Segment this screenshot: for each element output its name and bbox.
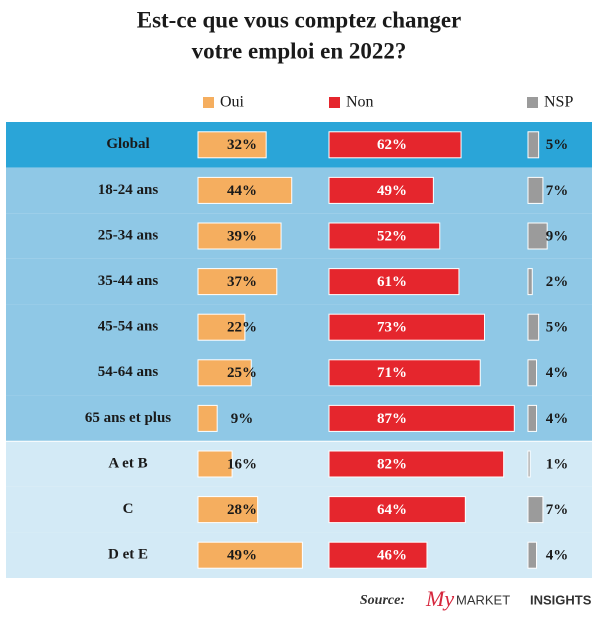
bar — [197, 176, 293, 204]
brand-logo: INSIGHTS — [530, 592, 592, 607]
row-band — [6, 350, 592, 396]
bar — [527, 541, 538, 569]
bar — [527, 313, 540, 341]
value-label: 62% — [377, 137, 407, 153]
value-label: 25% — [227, 365, 257, 381]
bar — [527, 131, 540, 159]
row-band — [6, 258, 592, 305]
value-label: 22% — [227, 320, 257, 336]
bar — [328, 131, 462, 159]
bar — [197, 450, 233, 478]
bar — [328, 404, 515, 432]
bar — [328, 176, 434, 204]
source-label: Source: — [360, 593, 405, 608]
value-label: 82% — [377, 456, 407, 472]
legend-label: Non — [346, 94, 374, 111]
bar — [197, 359, 252, 387]
bar — [197, 541, 303, 569]
bar — [527, 268, 533, 296]
chart-title: Est-ce que vous comptez changer — [137, 7, 462, 32]
bar — [197, 222, 282, 250]
value-label: 39% — [227, 228, 257, 244]
row-label: Global — [106, 136, 149, 152]
row-band — [6, 213, 592, 259]
value-label: 4% — [546, 365, 569, 381]
value-label: 9% — [231, 411, 254, 427]
bar — [197, 268, 278, 296]
legend-swatch — [527, 97, 538, 108]
bar — [527, 359, 538, 387]
value-label: 37% — [227, 274, 257, 290]
legend-swatch — [203, 97, 214, 108]
value-label: 49% — [227, 548, 257, 564]
brand-logo: My — [425, 586, 454, 611]
bar — [328, 541, 428, 569]
row-label: 54-64 ans — [98, 364, 159, 380]
bar — [197, 131, 267, 159]
bar — [328, 268, 460, 296]
bar — [197, 313, 246, 341]
row-label: 25-34 ans — [98, 227, 159, 243]
value-label: 61% — [377, 274, 407, 290]
value-label: 87% — [377, 411, 407, 427]
value-label: 2% — [546, 274, 569, 290]
row-label: D et E — [108, 547, 148, 563]
value-label: 9% — [546, 228, 569, 244]
row-band — [6, 167, 592, 214]
value-label: 44% — [227, 183, 257, 199]
value-label: 49% — [377, 183, 407, 199]
bar — [527, 222, 548, 250]
bar — [328, 496, 466, 524]
bar — [527, 496, 544, 524]
value-label: 32% — [227, 137, 257, 153]
row-band — [6, 304, 592, 350]
value-label: 52% — [377, 228, 407, 244]
bar — [527, 176, 544, 204]
bar — [197, 404, 218, 432]
row-band — [6, 122, 592, 168]
bar — [328, 450, 505, 478]
bar — [328, 359, 481, 387]
value-label: 7% — [546, 183, 569, 199]
row-label: 18-24 ans — [98, 182, 159, 198]
legend-label: NSP — [544, 94, 573, 111]
value-label: 71% — [377, 365, 407, 381]
value-label: 4% — [546, 411, 569, 427]
value-label: 28% — [227, 502, 257, 518]
bar — [328, 313, 485, 341]
value-label: 73% — [377, 320, 407, 336]
value-label: 46% — [377, 548, 407, 564]
value-label: 7% — [546, 502, 569, 518]
legend-label: Oui — [220, 94, 245, 111]
value-label: 16% — [227, 456, 257, 472]
row-label: 65 ans et plus — [85, 410, 171, 426]
row-label: 35-44 ans — [98, 273, 159, 289]
value-label: 64% — [377, 502, 407, 518]
row-label: A et B — [108, 455, 147, 471]
value-label: 4% — [546, 548, 569, 564]
row-band — [6, 486, 592, 533]
row-label: 45-54 ans — [98, 319, 159, 335]
bar — [197, 496, 259, 524]
bar — [527, 404, 538, 432]
bar — [328, 222, 441, 250]
chart-title: votre emploi en 2022? — [192, 38, 407, 63]
row-label: C — [123, 501, 134, 517]
brand-logo: MARKET — [456, 592, 510, 607]
value-label: 5% — [546, 137, 569, 153]
value-label: 5% — [546, 320, 569, 336]
legend-swatch — [329, 97, 340, 108]
value-label: 1% — [546, 456, 569, 472]
bar — [527, 450, 531, 478]
